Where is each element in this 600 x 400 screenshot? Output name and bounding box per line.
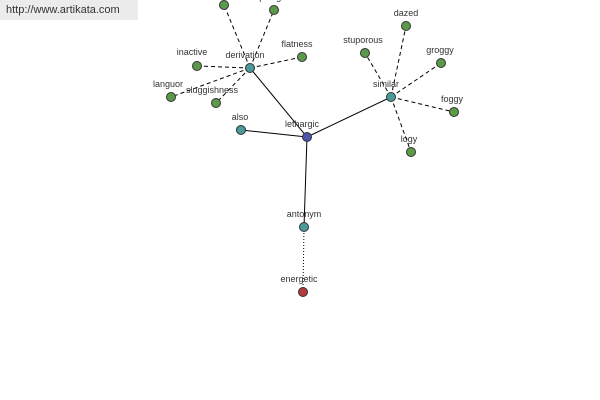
edge (249, 56, 303, 69)
node[interactable] (302, 132, 312, 142)
edge (390, 96, 412, 153)
edge (303, 136, 308, 228)
node-label[interactable]: sluggishness (186, 85, 239, 95)
edge (364, 52, 392, 98)
edge (223, 4, 251, 69)
node-label[interactable]: logy (401, 134, 418, 144)
node-label[interactable]: similar (373, 79, 399, 89)
node-label[interactable]: foggy (441, 94, 464, 104)
node[interactable] (360, 48, 370, 58)
edge (306, 96, 392, 138)
node-label[interactable]: stuporous (343, 35, 383, 45)
node[interactable] (299, 222, 309, 232)
node[interactable] (401, 21, 411, 31)
node-label[interactable]: also (232, 112, 249, 122)
edge (196, 65, 251, 69)
node[interactable] (386, 92, 396, 102)
edge (390, 96, 455, 113)
node[interactable] (298, 287, 308, 297)
edge (390, 25, 407, 98)
node[interactable] (166, 92, 176, 102)
node-label[interactable]: phlegm (259, 0, 289, 2)
edge (249, 67, 308, 138)
node-label[interactable]: energetic (280, 274, 318, 284)
node[interactable] (269, 5, 279, 15)
node[interactable] (406, 147, 416, 157)
edge (249, 9, 275, 69)
edge (390, 62, 442, 98)
edge (240, 129, 308, 138)
node-label[interactable]: groggy (426, 45, 454, 55)
node-label[interactable]: inactive (177, 47, 208, 57)
node[interactable] (436, 58, 446, 68)
edge (170, 67, 251, 98)
node-label[interactable]: flatness (281, 39, 313, 49)
node[interactable] (211, 98, 221, 108)
node[interactable] (219, 0, 229, 10)
edge (215, 67, 251, 104)
node-label[interactable]: languor (153, 79, 183, 89)
node[interactable] (192, 61, 202, 71)
site-url[interactable]: http://www.artikata.com (0, 0, 138, 20)
node[interactable] (297, 52, 307, 62)
node[interactable] (449, 107, 459, 117)
node-label[interactable]: derivation (225, 50, 264, 60)
node-label[interactable]: antonym (287, 209, 322, 219)
node-label[interactable]: dazed (394, 8, 419, 18)
edge (302, 226, 305, 293)
node[interactable] (245, 63, 255, 73)
node-label[interactable]: lethargic (285, 119, 320, 129)
node[interactable] (236, 125, 246, 135)
